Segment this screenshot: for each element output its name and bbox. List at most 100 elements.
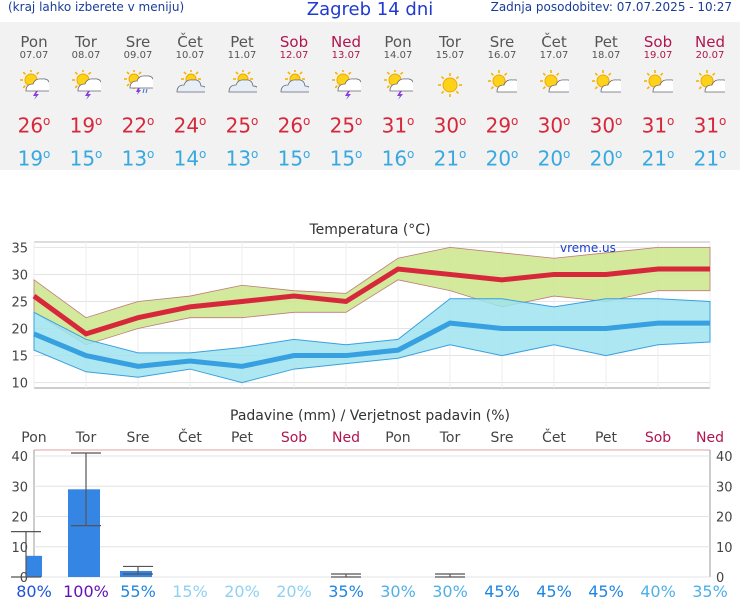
day-column: Sre 09.07 22o 13o [112, 22, 164, 169]
temp-max: 31o [372, 110, 424, 137]
precipitation-tick-right: 10 [716, 541, 733, 556]
temp-max-value: 25 [225, 113, 252, 138]
temp-max: 30o [528, 110, 580, 137]
day-column: Pon 14.07 31o 16o [372, 22, 424, 169]
precipitation-day-label: Pon [385, 430, 410, 446]
temp-min: 15o [60, 143, 112, 170]
day-column: Ned 20.07 31o 21o [684, 22, 736, 169]
temp-max-value: 30 [433, 113, 460, 138]
precipitation-probability: 40% [640, 582, 676, 600]
degree-symbol: o [563, 114, 571, 128]
day-date: 09.07 [123, 50, 153, 61]
degree-symbol: o [303, 114, 311, 128]
partly-cloudy-rain-thunder-icon [123, 69, 161, 100]
precipitation-probability: 30% [432, 582, 468, 600]
precipitation-probability: 55% [120, 582, 156, 600]
temp-max-value: 31 [693, 113, 720, 138]
precipitation-tick-left: 40 [11, 450, 28, 465]
precipitation-probability: 80% [16, 582, 52, 600]
degree-symbol: o [667, 146, 675, 161]
precipitation-tick-left: 10 [11, 541, 28, 556]
menu-hint[interactable]: (kraj lahko izberete v meniju) [8, 0, 185, 14]
temp-max: 26o [8, 110, 60, 137]
degree-symbol: o [95, 146, 103, 161]
precipitation-probability: 20% [224, 582, 260, 600]
day-date: 19.07 [643, 50, 673, 61]
day-date: 17.07 [539, 50, 569, 61]
day-date: 08.07 [71, 50, 101, 61]
partly-cloudy-icon [175, 69, 208, 100]
precipitation-day-label: Sre [491, 430, 514, 446]
temp-max-value: 31 [381, 113, 408, 138]
degree-symbol: o [199, 114, 207, 128]
day-date: 16.07 [487, 50, 517, 61]
day-column: Sob 19.07 31o 21o [632, 22, 684, 169]
temp-max-value: 29 [485, 113, 512, 138]
temp-min-value: 15 [69, 146, 96, 171]
day-column: Čet 17.07 30o 20o [528, 22, 580, 169]
degree-symbol: o [459, 114, 467, 128]
day-name: Ned [695, 33, 725, 51]
degree-symbol: o [43, 114, 51, 128]
precipitation-day-label: Pet [595, 430, 618, 446]
precipitation-probability: 35% [692, 582, 728, 600]
temp-max: 24o [164, 110, 216, 137]
degree-symbol: o [407, 114, 415, 128]
precipitation-day-label: Tor [439, 430, 461, 446]
temp-max-value: 24 [173, 113, 200, 138]
precipitation-day-label: Čet [542, 428, 566, 446]
temperature-tick-label: 35 [11, 241, 28, 256]
temp-min: 16o [372, 143, 424, 170]
day-name: Pon [20, 33, 48, 51]
precipitation-day-label: Sre [127, 430, 150, 446]
max-temperature-line [32, 266, 710, 337]
precipitation-day-label: Ned [332, 430, 360, 446]
degree-symbol: o [667, 114, 675, 128]
page-title: Zagreb 14 dni [306, 0, 434, 20]
precipitation-day-label: Čet [178, 428, 202, 446]
day-column: Pet 11.07 25o 13o [216, 22, 268, 169]
temp-min-value: 13 [225, 146, 252, 171]
temp-max-value: 31 [641, 113, 668, 138]
daily-forecast-panel: Pon 07.07 26o 19o Tor 08.07 19o 15o Sre 09.07 22o 1… [0, 22, 740, 170]
temp-max-value: 25 [329, 113, 356, 138]
day-name: Čet [177, 33, 203, 51]
temperature-tick-label: 10 [11, 377, 28, 392]
temp-min-value: 21 [641, 146, 668, 171]
day-name: Tor [439, 33, 461, 51]
partly-cloudy-icon [279, 69, 312, 100]
temp-max: 31o [632, 110, 684, 137]
temp-min-value: 21 [693, 146, 720, 171]
temp-min-value: 16 [381, 146, 408, 171]
precipitation-probability: 45% [484, 582, 520, 600]
degree-symbol: o [407, 146, 415, 161]
day-date: 12.07 [279, 50, 309, 61]
day-name: Pet [230, 33, 254, 51]
degree-symbol: o [147, 114, 155, 128]
precipitation-day-label: Tor [75, 430, 97, 446]
temp-min-value: 15 [329, 146, 356, 171]
precipitation-tick-left: 30 [11, 480, 28, 495]
day-column: Pon 07.07 26o 19o [8, 22, 60, 169]
sun-cloud-icon [539, 70, 580, 100]
precipitation-bar [68, 489, 100, 577]
temp-min: 21o [632, 143, 684, 170]
degree-symbol: o [459, 146, 467, 161]
temp-max-value: 26 [277, 113, 304, 138]
degree-symbol: o [511, 114, 519, 128]
day-column: Čet 10.07 24o 14o [164, 22, 216, 169]
temp-min: 21o [424, 143, 476, 170]
precipitation-tick-right: 30 [716, 480, 733, 495]
temp-min-value: 13 [121, 146, 148, 171]
day-column: Tor 15.07 30o 21o [424, 22, 476, 169]
temp-max-value: 22 [121, 113, 148, 138]
temp-min: 20o [476, 143, 528, 170]
temp-max: 30o [580, 110, 632, 137]
day-date: 14.07 [383, 50, 413, 61]
temp-min-value: 20 [537, 146, 564, 171]
degree-symbol: o [43, 146, 51, 161]
degree-symbol: o [303, 146, 311, 161]
sun-cloud-icon [591, 70, 632, 100]
degree-symbol: o [251, 146, 259, 161]
precipitation-day-label: Ned [696, 430, 724, 446]
